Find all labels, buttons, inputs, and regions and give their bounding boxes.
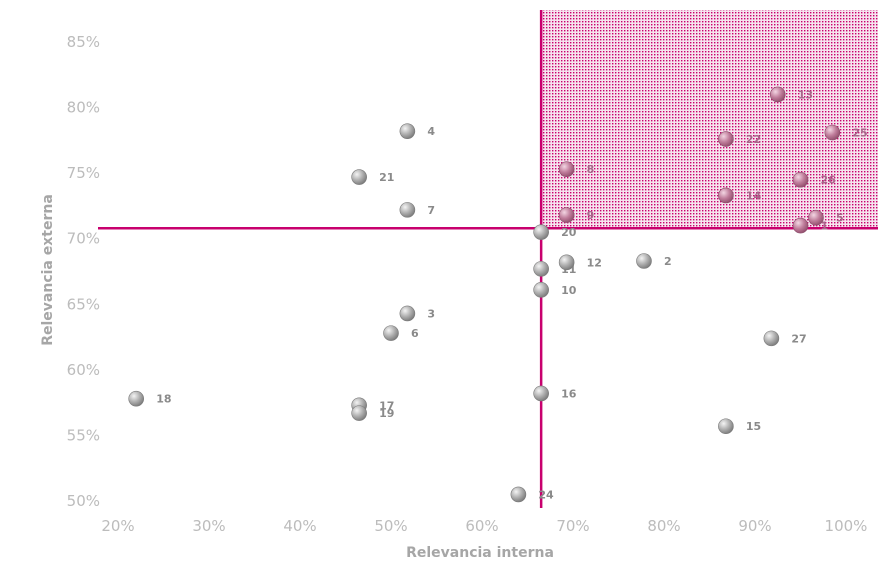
- data-point-label: 18: [156, 393, 171, 406]
- data-point-label: 10: [561, 284, 577, 297]
- data-point-label: 22: [746, 133, 761, 146]
- x-tick-label: 40%: [283, 517, 316, 535]
- data-point-label: 27: [791, 332, 806, 345]
- data-point: [808, 209, 824, 226]
- y-tick-label: 65%: [67, 295, 100, 313]
- data-point: [824, 124, 841, 141]
- x-tick-label: 90%: [738, 517, 771, 535]
- x-tick-label: 50%: [374, 517, 407, 535]
- data-point: [718, 187, 734, 204]
- data-points: 1234567891011121314151617181920212224252…: [128, 86, 868, 503]
- data-point: [636, 253, 652, 269]
- data-point-label: 19: [379, 407, 394, 420]
- data-point-label: 14: [746, 189, 762, 202]
- data-point: [763, 330, 780, 347]
- data-point: [718, 131, 734, 147]
- x-axis-title: Relevancia interna: [406, 545, 554, 561]
- y-axis-title: Relevancia externa: [40, 194, 56, 346]
- data-point: [769, 86, 786, 103]
- y-tick-label: 75%: [67, 164, 100, 182]
- y-axis-ticks: 50% 55% 60% 65% 70% 75% 80% 85%: [67, 33, 100, 510]
- data-point-label: 7: [427, 204, 435, 217]
- y-tick-label: 60%: [67, 361, 100, 379]
- data-point: [533, 282, 549, 298]
- x-tick-label: 30%: [192, 517, 225, 535]
- y-tick-label: 55%: [67, 426, 100, 444]
- data-point: [558, 207, 575, 223]
- data-point: [399, 123, 416, 139]
- data-point: [533, 385, 549, 402]
- y-tick-label: 70%: [67, 230, 100, 248]
- data-point: [351, 169, 367, 185]
- data-point: [558, 254, 575, 271]
- data-point-label: 13: [798, 88, 813, 101]
- data-point-label: 4: [427, 125, 435, 138]
- x-tick-label: 70%: [556, 517, 589, 535]
- data-point: [351, 405, 367, 421]
- data-point: [533, 224, 549, 240]
- data-point: [128, 390, 144, 407]
- data-point: [399, 305, 416, 322]
- y-tick-label: 50%: [67, 492, 100, 510]
- data-point-label: 12: [587, 256, 602, 269]
- data-point-label: 21: [379, 171, 394, 184]
- x-tick-label: 60%: [465, 517, 498, 535]
- data-point-label: 25: [852, 126, 867, 139]
- data-point-label: 17: [379, 399, 394, 412]
- data-point-label: 20: [561, 226, 577, 239]
- data-point-label: 2: [664, 255, 672, 268]
- data-point-label: 8: [587, 163, 595, 176]
- data-point-label: 24: [538, 488, 554, 501]
- data-point-label: 1: [821, 220, 829, 233]
- data-point-label: 26: [821, 174, 837, 187]
- data-point: [792, 171, 809, 188]
- data-point-label: 3: [427, 307, 435, 320]
- data-point-label: 5: [836, 212, 844, 225]
- y-tick-label: 80%: [67, 99, 100, 117]
- x-tick-label: 20%: [101, 517, 134, 535]
- data-point: [718, 418, 734, 435]
- y-tick-label: 85%: [67, 33, 100, 51]
- data-point: [558, 161, 575, 178]
- data-point: [792, 217, 809, 234]
- data-point: [399, 202, 416, 218]
- data-point-label: 6: [411, 327, 419, 340]
- x-tick-label: 80%: [647, 517, 680, 535]
- data-point: [533, 261, 549, 277]
- data-point-label: 15: [746, 420, 761, 433]
- data-point-label: 9: [587, 209, 595, 222]
- data-point: [510, 486, 527, 503]
- x-axis-ticks: 20% 30% 40% 50% 60% 70% 80% 90% 100%: [101, 517, 867, 535]
- data-point-label: 16: [561, 387, 577, 400]
- high-relevance-quadrant: [541, 10, 878, 229]
- x-tick-label: 100%: [825, 517, 868, 535]
- data-point: [383, 325, 399, 341]
